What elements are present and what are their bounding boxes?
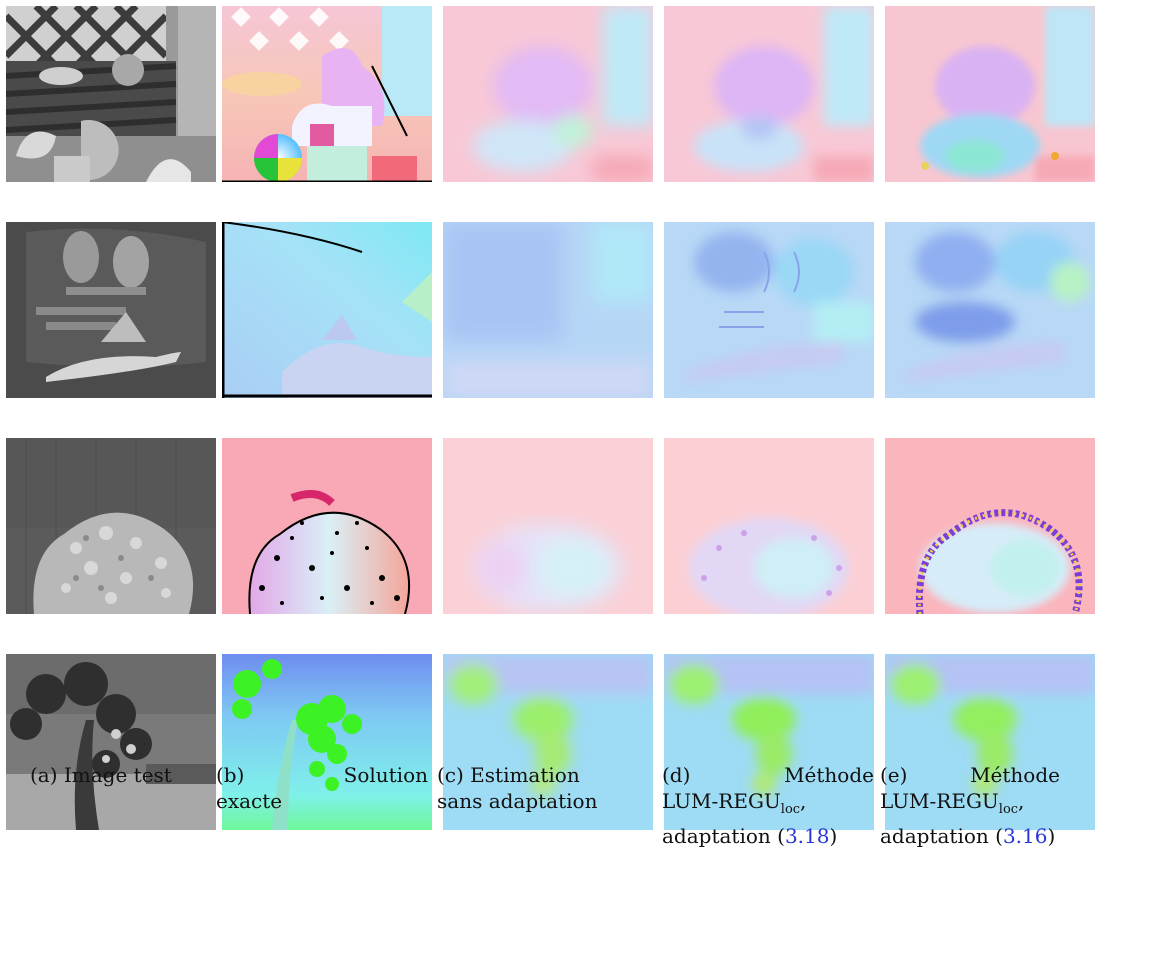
method-318-2	[664, 222, 874, 398]
caption-e-adapt: adaptation (	[880, 824, 1003, 848]
estimate-no-adapt-4	[443, 654, 653, 830]
caption-d-line2: LUM-REGUloc,	[662, 788, 874, 823]
test-image-3	[6, 438, 216, 614]
method-316-3	[885, 438, 1095, 614]
figure-row-3	[6, 438, 1144, 614]
caption-e-line3: adaptation (3.16)	[880, 823, 1105, 849]
caption-e: (e) Méthode LUM-REGUloc, adaptation (3.1…	[880, 762, 1105, 849]
caption-d-method: LUM-REGU	[662, 789, 781, 813]
caption-d-line1: (d) Méthode	[662, 762, 874, 788]
caption-d: (d) Méthode LUM-REGUloc, adaptation (3.1…	[662, 762, 874, 849]
caption-e-ref-link[interactable]: 3.16	[1002, 824, 1048, 848]
caption-e-line1: (e) Méthode	[880, 762, 1060, 788]
exact-solution-3	[222, 438, 432, 614]
caption-d-ref-link[interactable]: 3.18	[784, 824, 830, 848]
caption-a: (a) Image test	[30, 762, 210, 788]
caption-b: (b) Solution exacte	[216, 762, 428, 814]
caption-d-adapt: adaptation (	[662, 824, 785, 848]
method-316-2	[885, 222, 1095, 398]
caption-d-sub: loc	[780, 802, 801, 817]
estimate-no-adapt-3	[443, 438, 653, 614]
caption-b-label: (b)	[216, 763, 245, 787]
figure-row-1	[6, 6, 1144, 182]
caption-c-line2: sans adaptation	[437, 789, 598, 813]
caption-d-close: )	[829, 824, 838, 848]
method-318-4	[664, 654, 874, 830]
caption-c-line1: (c) Estimation	[437, 763, 580, 787]
caption-d-word: Méthode	[784, 763, 874, 787]
figure-row-2	[6, 222, 1144, 398]
exact-solution-1	[222, 6, 432, 182]
caption-b-line2: exacte	[216, 789, 283, 813]
caption-d-label: (d)	[662, 763, 691, 787]
caption-b-word: Solution	[343, 763, 428, 787]
method-318-1	[664, 6, 874, 182]
method-316-1	[885, 6, 1095, 182]
method-316-4	[885, 654, 1095, 830]
exact-solution-2	[222, 222, 432, 398]
exact-solution-4	[222, 654, 432, 830]
test-image-2	[6, 222, 216, 398]
caption-a-text: (a) Image test	[30, 763, 172, 787]
figure-row-4	[6, 654, 1144, 830]
caption-e-word: Méthode	[970, 763, 1060, 787]
caption-e-comma: ,	[1018, 789, 1025, 813]
test-image-4	[6, 654, 216, 830]
caption-b-line1: (b) Solution	[216, 762, 428, 788]
caption-d-comma: ,	[800, 789, 807, 813]
estimate-no-adapt-1	[443, 6, 653, 182]
caption-e-method: LUM-REGU	[880, 789, 999, 813]
caption-e-line2: LUM-REGUloc,	[880, 788, 1105, 823]
caption-e-sub: loc	[998, 802, 1019, 817]
caption-e-close: )	[1047, 824, 1056, 848]
test-image-1	[6, 6, 216, 182]
estimate-no-adapt-2	[443, 222, 653, 398]
method-318-3	[664, 438, 874, 614]
caption-e-label: (e)	[880, 763, 908, 787]
caption-d-line3: adaptation (3.18)	[662, 823, 874, 849]
caption-c: (c) Estimation sans adaptation	[437, 762, 647, 814]
